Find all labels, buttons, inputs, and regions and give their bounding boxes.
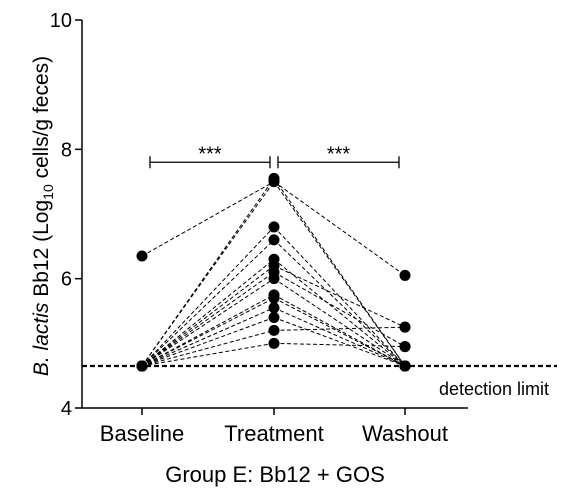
point-subject-14-washout — [399, 321, 411, 333]
subject-11-segment-1 — [141, 297, 275, 367]
subject-8-segment-2 — [273, 271, 406, 348]
point-subject-15-washout — [399, 341, 411, 353]
subject-9-segment-2 — [273, 278, 406, 367]
subject-6-segment-1 — [141, 258, 275, 367]
subject-7-segment-1 — [141, 265, 275, 367]
subject-13-segment-2 — [273, 316, 406, 367]
point-subject-5-treatment — [268, 234, 280, 246]
subject-5-segment-2 — [273, 239, 406, 367]
sig-label-2: *** — [327, 143, 351, 165]
point-subject-4-treatment — [268, 221, 280, 233]
subject-6-segment-2 — [273, 258, 406, 367]
x-axis-title: Group E: Bb12 + GOS — [165, 462, 385, 487]
subject-2-segment-1 — [141, 178, 275, 367]
subject-4-segment-1 — [141, 226, 275, 367]
point-subject-13-treatment — [268, 311, 280, 323]
y-axis-title-subscript: 10 — [40, 184, 56, 200]
sig-label-1: *** — [198, 143, 222, 165]
axes: 4 6 8 10 Baseline Treatment Washout Group E: Bb… — [30, 10, 468, 487]
y-tick-label-6: 6 — [61, 269, 72, 291]
subject-11-segment-2 — [273, 297, 406, 367]
point-subject-9-treatment — [268, 273, 280, 285]
subject-3-segment-1 — [141, 181, 275, 367]
subject-12-segment-2 — [273, 307, 406, 367]
subject-14-segment-2 — [273, 326, 406, 331]
x-tick-label-washout: Washout — [362, 421, 448, 446]
point-subject-11-treatment — [268, 292, 280, 304]
subject-2-segment-2 — [273, 178, 406, 367]
x-tick-label-baseline: Baseline — [100, 421, 184, 446]
point-subject-14-treatment — [268, 324, 280, 336]
subject-15-segment-1 — [141, 342, 275, 367]
point-subject-3-washout — [399, 269, 411, 281]
subject-1-segment-1 — [141, 181, 275, 257]
detection-limit-label: detection limit — [439, 379, 549, 399]
point-subject-15-treatment — [268, 337, 280, 349]
subject-3-segment-2 — [273, 181, 406, 276]
y-axis-title: B. lactis Bb12 (Log10 cells/g feces) — [30, 56, 56, 376]
subject-4-segment-2 — [273, 226, 406, 367]
subject-10-segment-2 — [273, 294, 406, 367]
subject-12-segment-1 — [141, 307, 275, 367]
subject-9-segment-1 — [141, 278, 275, 367]
y-axis-title-suffix: cells/g feces) — [30, 56, 53, 184]
annotations: detection limit *** *** — [82, 143, 557, 399]
subject-10-segment-1 — [141, 294, 275, 367]
x-tick-label-treatment: Treatment — [224, 421, 323, 446]
point-subject-3-treatment — [268, 176, 280, 188]
subject-15-segment-2 — [273, 342, 406, 348]
subject-13-segment-1 — [141, 316, 275, 367]
subject-8-segment-1 — [141, 271, 275, 367]
point-subject-12-treatment — [268, 302, 280, 314]
y-axis-title-main: Bb12 (Log — [30, 200, 53, 303]
y-tick-label-4: 4 — [61, 398, 72, 420]
y-tick-label-10: 10 — [50, 10, 72, 32]
subject-14-segment-1 — [141, 329, 275, 367]
point-subject-1-baseline — [136, 250, 148, 262]
y-tick-label-8: 8 — [61, 139, 72, 161]
subject-lines — [141, 178, 406, 367]
subject-5-segment-1 — [141, 239, 275, 367]
subject-1-segment-2 — [273, 181, 406, 367]
subject-7-segment-2 — [273, 265, 406, 328]
y-axis-title-species: B. lactis — [30, 302, 53, 376]
